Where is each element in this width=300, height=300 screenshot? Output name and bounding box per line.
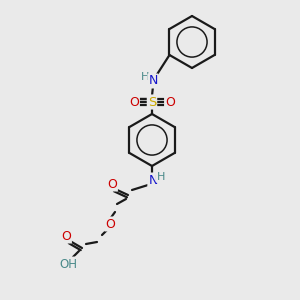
Text: O: O (61, 230, 71, 242)
Text: N: N (148, 74, 158, 88)
Text: O: O (107, 178, 117, 190)
Text: O: O (105, 218, 115, 230)
Text: OH: OH (59, 257, 77, 271)
Text: O: O (165, 95, 175, 109)
Text: H: H (157, 172, 165, 182)
Text: O: O (129, 95, 139, 109)
Text: N: N (148, 173, 158, 187)
Text: S: S (148, 95, 156, 109)
Text: H: H (141, 72, 149, 82)
